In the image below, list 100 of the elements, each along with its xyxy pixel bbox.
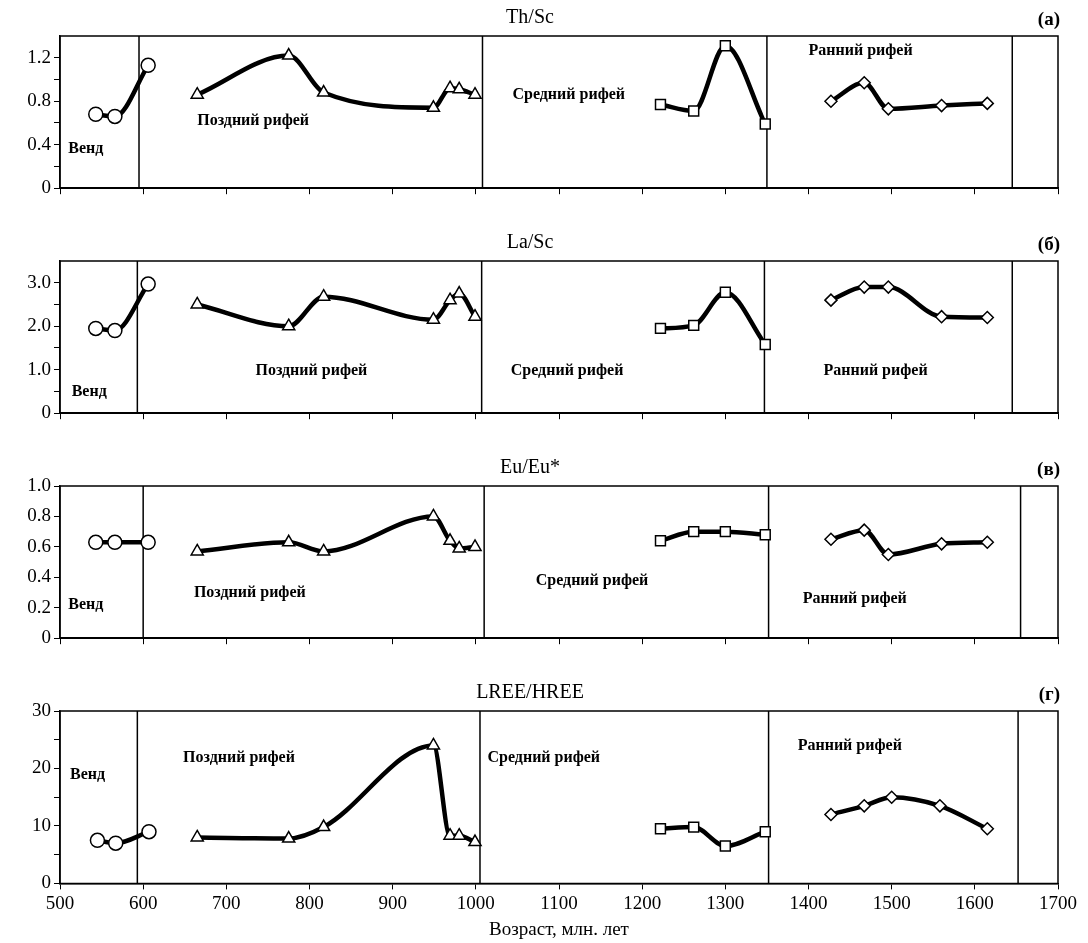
y-tick-label: 3.0 xyxy=(27,270,51,292)
y-tick-label: 0.6 xyxy=(27,534,51,556)
point xyxy=(281,830,296,843)
point xyxy=(688,821,700,833)
y-tick-label: 0 xyxy=(41,626,51,648)
point xyxy=(443,533,457,546)
x-tick-label: 1700 xyxy=(1039,891,1077,913)
x-tick-label: 1600 xyxy=(955,891,994,913)
annotation: Венд xyxy=(68,138,104,156)
annotation: Венд xyxy=(69,764,106,782)
point xyxy=(452,827,467,840)
point xyxy=(140,57,156,74)
text: (г) xyxy=(1038,682,1060,705)
point xyxy=(316,84,331,97)
x-tick-label: 1200 xyxy=(623,891,662,913)
point xyxy=(980,96,995,111)
point xyxy=(281,47,296,60)
y-tick-label: 0.8 xyxy=(27,89,51,111)
annotation: Поздний рифей xyxy=(193,582,306,601)
text: (в) xyxy=(1037,457,1060,480)
point xyxy=(980,310,995,325)
point xyxy=(881,102,896,116)
point xyxy=(824,532,838,547)
point xyxy=(190,86,205,99)
point xyxy=(452,285,467,298)
y-tick-label: 0.8 xyxy=(27,504,51,526)
point xyxy=(688,525,700,538)
annotation: Поздний рифей xyxy=(183,747,295,766)
x-tick-label: 500 xyxy=(45,891,75,913)
y-tick-label: 30 xyxy=(32,698,51,720)
point xyxy=(654,322,667,335)
point xyxy=(468,308,482,321)
point xyxy=(190,829,205,842)
annotation: Ранний рифей xyxy=(823,360,928,379)
point xyxy=(140,276,156,292)
point xyxy=(934,98,949,113)
point xyxy=(107,108,123,125)
point xyxy=(881,547,896,562)
point xyxy=(88,320,104,337)
point xyxy=(88,534,104,551)
x-tick-label: 600 xyxy=(128,891,158,913)
x-axis-title: Возраст, млн. лет xyxy=(489,917,630,939)
annotation: Ранний рифей xyxy=(797,735,902,754)
point xyxy=(426,737,441,750)
y-tick-label: 1.2 xyxy=(27,45,51,67)
point xyxy=(719,286,732,299)
y-tick-label: 20 xyxy=(32,756,51,778)
point xyxy=(857,799,871,813)
point xyxy=(688,319,700,332)
point xyxy=(468,86,482,99)
point xyxy=(719,40,732,52)
x-tick-label: 1100 xyxy=(540,891,578,913)
point xyxy=(654,823,667,835)
y-tick-label: 0.4 xyxy=(27,132,52,154)
point xyxy=(140,534,156,551)
point xyxy=(980,535,995,550)
point xyxy=(857,76,871,90)
annotation: Средний рифей xyxy=(512,85,626,104)
point xyxy=(426,508,441,521)
text: (б) xyxy=(1037,232,1060,255)
point xyxy=(759,529,771,541)
y-tick-label: 0.2 xyxy=(27,595,51,617)
annotation: Венд xyxy=(68,594,104,612)
point xyxy=(857,523,871,537)
point xyxy=(759,825,771,838)
annotation: Средний рифей xyxy=(487,747,601,766)
point xyxy=(719,525,732,538)
y-tick-label: 2.0 xyxy=(27,314,51,336)
x-tick-label: 1300 xyxy=(706,891,745,913)
x-tick-label: 700 xyxy=(212,891,241,913)
chart-title: Eu/Eu* xyxy=(500,455,560,478)
point xyxy=(688,105,700,117)
point xyxy=(107,835,124,851)
point xyxy=(316,543,331,556)
point xyxy=(443,292,457,305)
point xyxy=(719,840,732,852)
point xyxy=(426,311,441,324)
point xyxy=(468,539,482,552)
point xyxy=(654,98,667,111)
point xyxy=(934,537,949,551)
annotation: Средний рифей xyxy=(535,570,649,589)
annotation: Средний рифей xyxy=(510,360,624,379)
point xyxy=(107,534,123,551)
point xyxy=(824,94,838,108)
text: (а) xyxy=(1037,7,1060,30)
chart-title: La/Sc xyxy=(506,230,554,253)
point xyxy=(824,807,838,822)
point xyxy=(141,823,157,840)
point xyxy=(933,799,947,813)
point xyxy=(107,322,123,339)
y-tick-label: 0 xyxy=(41,401,51,423)
y-tick-label: 1.0 xyxy=(27,473,51,495)
point xyxy=(759,338,771,351)
point xyxy=(190,543,205,556)
point xyxy=(884,790,899,804)
annotation: Поздний рифей xyxy=(255,360,368,379)
x-tick-label: 1500 xyxy=(872,891,911,913)
point xyxy=(281,318,296,331)
point xyxy=(452,81,467,94)
point xyxy=(452,540,467,553)
